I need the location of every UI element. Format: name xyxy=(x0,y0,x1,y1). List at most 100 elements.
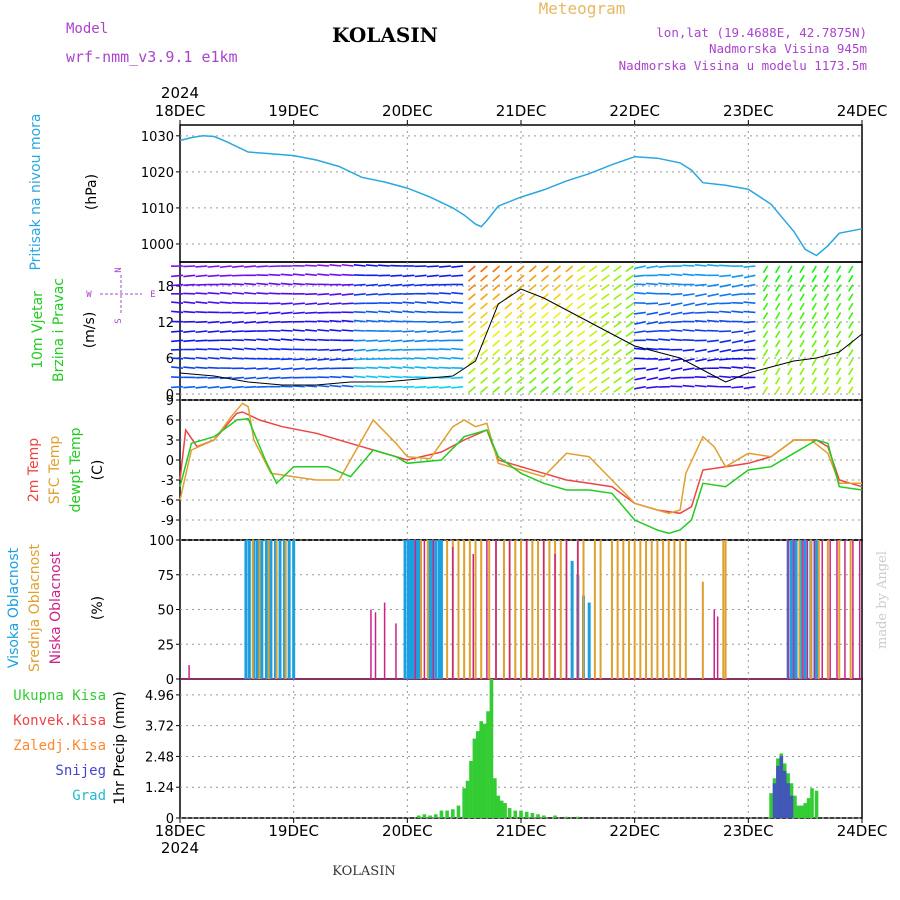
y-tick-label: 18 xyxy=(157,280,174,295)
wind-barb xyxy=(576,330,586,338)
precip-total-bar xyxy=(553,815,557,818)
wind-barb xyxy=(207,330,220,334)
wind-barb xyxy=(625,321,635,328)
wind-barb xyxy=(451,301,464,304)
cloud-high-bar xyxy=(252,540,256,679)
wind-barb xyxy=(504,339,513,347)
wind-barb xyxy=(414,274,427,278)
wind-barb xyxy=(613,386,622,393)
wind-barb xyxy=(694,273,707,277)
wind-barb xyxy=(480,348,488,357)
wind-barb xyxy=(588,386,598,393)
cloud-high-bar xyxy=(287,540,291,679)
wind-barb xyxy=(280,338,293,342)
wind-barb xyxy=(329,293,342,296)
wind-barb xyxy=(480,293,488,301)
wind-barb xyxy=(731,330,744,334)
wind-barb xyxy=(256,338,269,342)
wind-barb xyxy=(576,339,586,347)
wind-barb xyxy=(774,312,781,320)
wind-barb xyxy=(329,375,342,379)
wind-barb xyxy=(439,385,452,389)
wind-barb xyxy=(426,366,439,369)
wind-barb xyxy=(365,319,378,323)
wind-barb xyxy=(280,311,293,315)
wind-barb xyxy=(528,330,537,338)
wind-barb xyxy=(516,376,525,384)
precip-total-bar xyxy=(564,816,569,818)
cloud-mid-bar xyxy=(645,540,648,679)
wind-barb xyxy=(823,349,830,357)
wind-barb xyxy=(317,338,330,342)
wind-barb xyxy=(576,348,586,356)
cloud-mid-bar xyxy=(679,540,682,679)
wind-barb xyxy=(774,358,781,367)
wind-barb xyxy=(823,330,830,339)
wind-barb xyxy=(719,310,732,314)
precip-total-bar xyxy=(416,815,421,818)
wind-barb xyxy=(244,376,257,380)
cloud-mid-bar xyxy=(817,540,820,679)
wind-barb xyxy=(719,366,732,369)
wind-barb xyxy=(390,310,403,314)
wind-barb xyxy=(848,312,854,320)
wind-barb xyxy=(528,283,537,292)
wind-barb xyxy=(625,265,635,273)
wind-barb xyxy=(341,358,354,361)
wind-barb xyxy=(268,367,281,371)
wind-barb xyxy=(304,283,318,286)
wind-barb xyxy=(613,283,622,291)
wind-barb xyxy=(823,302,830,311)
cloud-high-bar xyxy=(434,540,438,679)
lonlat-text: lon,lat (19.4688E, 42.7875N) xyxy=(656,25,867,40)
wind-barb xyxy=(183,265,196,268)
wind-barb xyxy=(426,356,439,360)
wind-barb xyxy=(528,321,537,329)
x-tick-label-bottom: 19DEC xyxy=(268,822,319,840)
precip-total-bar xyxy=(422,814,427,818)
wind-barb xyxy=(492,339,501,347)
wind-barb xyxy=(183,283,196,287)
wind-barb xyxy=(787,367,793,376)
wind-barb xyxy=(280,273,293,277)
wind-barb xyxy=(207,274,220,278)
wind-barb xyxy=(774,302,781,311)
wind-barb xyxy=(811,265,817,274)
wind-barb xyxy=(256,282,269,286)
wind-barb xyxy=(231,357,244,360)
cloud-high-bar xyxy=(815,540,819,679)
wind-barb xyxy=(576,302,586,310)
cloud-mid-bar xyxy=(258,540,261,679)
wind-barb xyxy=(516,386,525,394)
wind-ylabel: 10m Vjetar xyxy=(30,291,46,369)
model-elevation-text: Nadmorska Visina u modelu 1173.5m xyxy=(619,58,867,73)
wind-barb xyxy=(731,283,744,288)
wind-barb xyxy=(719,358,732,361)
y-tick-label: 0 xyxy=(166,454,174,469)
wind-barb xyxy=(207,347,220,351)
cloud-low-bar xyxy=(525,540,528,679)
wind-barb xyxy=(305,367,318,371)
wind-barb xyxy=(183,366,196,369)
wind-barb xyxy=(317,320,330,323)
wind-barb xyxy=(601,321,610,328)
wind-barb xyxy=(848,265,854,274)
wind-barb xyxy=(553,302,562,310)
cloud-high-bar xyxy=(403,540,407,679)
wind-barb xyxy=(390,375,403,379)
wind-barb xyxy=(402,366,415,369)
cloud-mid-bar xyxy=(650,540,653,679)
wind-barb xyxy=(439,301,452,304)
wind-barb xyxy=(613,367,622,375)
wind-barb xyxy=(835,386,842,394)
wind-barb xyxy=(540,283,549,292)
wind-barb xyxy=(292,358,305,361)
wind-barb xyxy=(835,339,842,348)
cloud-low-bar xyxy=(802,540,804,679)
wind-barb xyxy=(787,312,793,320)
wind-barb xyxy=(195,265,208,268)
wind-barb xyxy=(492,293,501,301)
wind-barb xyxy=(658,320,671,325)
precip-total-bar xyxy=(472,738,477,818)
x-tick-label-bottom: 18DEC xyxy=(155,822,206,840)
